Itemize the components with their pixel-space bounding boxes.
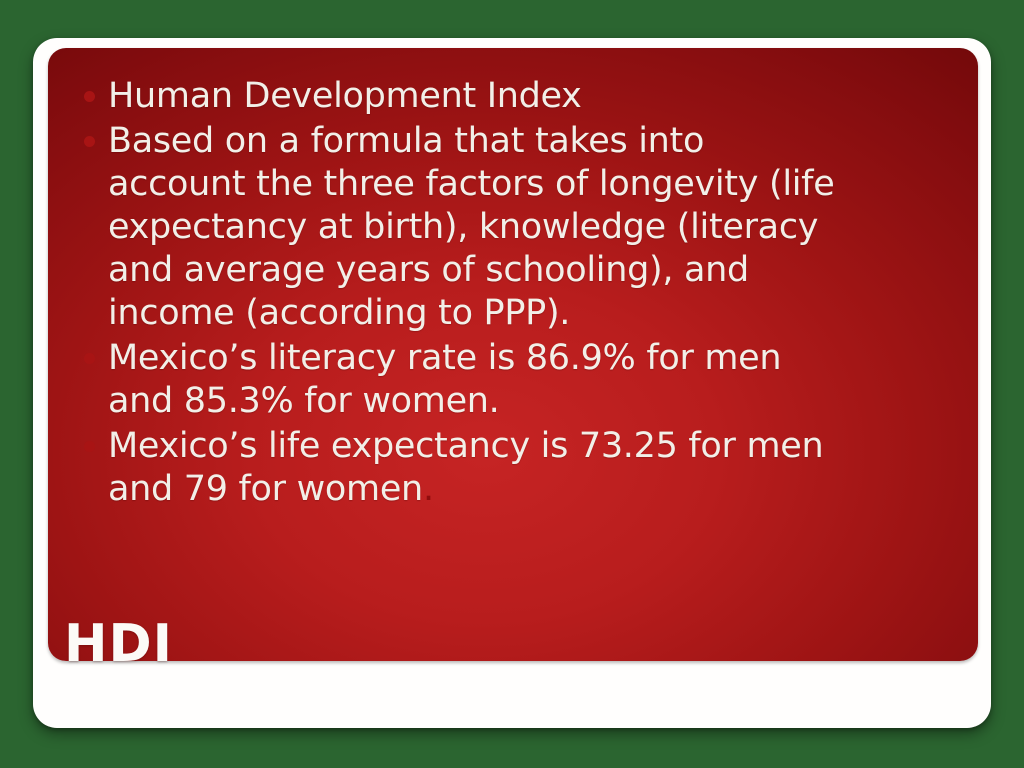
bullet-text-main: Mexico’s life expectancy is 73.25 for me… bbox=[108, 426, 824, 509]
slide-card: Human Development Index Based on a formu… bbox=[33, 38, 991, 728]
bullet-dot-icon bbox=[84, 136, 95, 147]
red-period: . bbox=[422, 469, 434, 509]
red-panel: Human Development Index Based on a formu… bbox=[48, 48, 978, 670]
bullet-list: Human Development Index Based on a formu… bbox=[84, 75, 964, 513]
bullet-text: Human Development Index bbox=[108, 76, 582, 116]
bullet-text: Based on a formula that takes into accou… bbox=[108, 121, 835, 333]
bullet-dot-icon bbox=[84, 441, 95, 452]
bullet-item: Mexico’s literacy rate is 86.9% for men … bbox=[84, 337, 964, 423]
bullet-text: Mexico’s literacy rate is 86.9% for men … bbox=[108, 338, 782, 421]
bullet-dot-icon bbox=[84, 91, 95, 102]
bullet-dot-icon bbox=[84, 353, 95, 364]
bullet-item: Mexico’s life expectancy is 73.25 for me… bbox=[84, 425, 964, 511]
slide-title: HDI bbox=[64, 614, 174, 674]
bullet-item: Human Development Index bbox=[84, 75, 964, 118]
bullet-text: Mexico’s life expectancy is 73.25 for me… bbox=[108, 425, 824, 511]
bullet-item: Based on a formula that takes into accou… bbox=[84, 120, 964, 335]
